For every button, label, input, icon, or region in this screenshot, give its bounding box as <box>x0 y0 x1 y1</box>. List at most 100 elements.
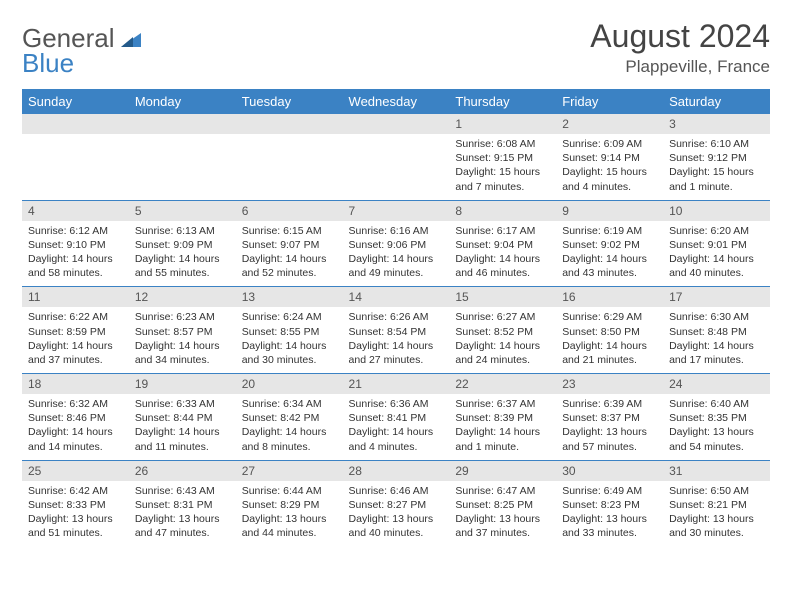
daylight-text: Daylight: 14 hours and 55 minutes. <box>135 252 230 280</box>
day-number <box>129 114 236 134</box>
daylight-text: Daylight: 13 hours and 37 minutes. <box>455 512 550 540</box>
calendar-cell: 22Sunrise: 6:37 AMSunset: 8:39 PMDayligh… <box>449 374 556 461</box>
calendar-cell: 14Sunrise: 6:26 AMSunset: 8:54 PMDayligh… <box>343 287 450 374</box>
title-block: August 2024 Plappeville, France <box>590 18 770 77</box>
sunrise-text: Sunrise: 6:17 AM <box>455 224 550 238</box>
day-details: Sunrise: 6:22 AMSunset: 8:59 PMDaylight:… <box>22 307 129 373</box>
calendar-cell: 18Sunrise: 6:32 AMSunset: 8:46 PMDayligh… <box>22 374 129 461</box>
daylight-text: Daylight: 14 hours and 24 minutes. <box>455 339 550 367</box>
sunset-text: Sunset: 8:37 PM <box>562 411 657 425</box>
calendar-body: 1Sunrise: 6:08 AMSunset: 9:15 PMDaylight… <box>22 114 770 546</box>
sunrise-text: Sunrise: 6:47 AM <box>455 484 550 498</box>
sunset-text: Sunset: 8:39 PM <box>455 411 550 425</box>
calendar-cell: 24Sunrise: 6:40 AMSunset: 8:35 PMDayligh… <box>663 374 770 461</box>
day-details: Sunrise: 6:44 AMSunset: 8:29 PMDaylight:… <box>236 481 343 547</box>
daylight-text: Daylight: 14 hours and 21 minutes. <box>562 339 657 367</box>
sunset-text: Sunset: 9:04 PM <box>455 238 550 252</box>
daylight-text: Daylight: 14 hours and 17 minutes. <box>669 339 764 367</box>
calendar-cell: 25Sunrise: 6:42 AMSunset: 8:33 PMDayligh… <box>22 460 129 546</box>
day-details: Sunrise: 6:08 AMSunset: 9:15 PMDaylight:… <box>449 134 556 200</box>
dow-tuesday: Tuesday <box>236 89 343 114</box>
day-details: Sunrise: 6:26 AMSunset: 8:54 PMDaylight:… <box>343 307 450 373</box>
calendar-cell: 7Sunrise: 6:16 AMSunset: 9:06 PMDaylight… <box>343 200 450 287</box>
calendar-cell: 20Sunrise: 6:34 AMSunset: 8:42 PMDayligh… <box>236 374 343 461</box>
day-details: Sunrise: 6:37 AMSunset: 8:39 PMDaylight:… <box>449 394 556 460</box>
day-number: 21 <box>343 374 450 394</box>
day-number: 29 <box>449 461 556 481</box>
sunrise-text: Sunrise: 6:20 AM <box>669 224 764 238</box>
sunset-text: Sunset: 8:41 PM <box>349 411 444 425</box>
sunrise-text: Sunrise: 6:26 AM <box>349 310 444 324</box>
daylight-text: Daylight: 13 hours and 40 minutes. <box>349 512 444 540</box>
sunrise-text: Sunrise: 6:33 AM <box>135 397 230 411</box>
dow-friday: Friday <box>556 89 663 114</box>
sunrise-text: Sunrise: 6:16 AM <box>349 224 444 238</box>
daylight-text: Daylight: 13 hours and 54 minutes. <box>669 425 764 453</box>
sunset-text: Sunset: 9:02 PM <box>562 238 657 252</box>
daylight-text: Daylight: 15 hours and 4 minutes. <box>562 165 657 193</box>
dow-monday: Monday <box>129 89 236 114</box>
day-number: 26 <box>129 461 236 481</box>
day-details: Sunrise: 6:24 AMSunset: 8:55 PMDaylight:… <box>236 307 343 373</box>
sunrise-text: Sunrise: 6:32 AM <box>28 397 123 411</box>
sunset-text: Sunset: 8:33 PM <box>28 498 123 512</box>
day-number: 4 <box>22 201 129 221</box>
day-number: 24 <box>663 374 770 394</box>
calendar-cell: 9Sunrise: 6:19 AMSunset: 9:02 PMDaylight… <box>556 200 663 287</box>
day-details: Sunrise: 6:32 AMSunset: 8:46 PMDaylight:… <box>22 394 129 460</box>
sunrise-text: Sunrise: 6:43 AM <box>135 484 230 498</box>
calendar-cell <box>129 114 236 200</box>
brand-logo: GeneralBlue <box>22 18 141 75</box>
sunrise-text: Sunrise: 6:49 AM <box>562 484 657 498</box>
day-number <box>236 114 343 134</box>
daylight-text: Daylight: 14 hours and 58 minutes. <box>28 252 123 280</box>
calendar-cell: 16Sunrise: 6:29 AMSunset: 8:50 PMDayligh… <box>556 287 663 374</box>
calendar-cell: 5Sunrise: 6:13 AMSunset: 9:09 PMDaylight… <box>129 200 236 287</box>
calendar-cell: 21Sunrise: 6:36 AMSunset: 8:41 PMDayligh… <box>343 374 450 461</box>
day-number: 19 <box>129 374 236 394</box>
day-number <box>343 114 450 134</box>
sunset-text: Sunset: 9:12 PM <box>669 151 764 165</box>
sunrise-text: Sunrise: 6:13 AM <box>135 224 230 238</box>
sunset-text: Sunset: 8:48 PM <box>669 325 764 339</box>
day-number: 27 <box>236 461 343 481</box>
sunset-text: Sunset: 8:29 PM <box>242 498 337 512</box>
sunset-text: Sunset: 8:31 PM <box>135 498 230 512</box>
sunset-text: Sunset: 8:52 PM <box>455 325 550 339</box>
daylight-text: Daylight: 15 hours and 7 minutes. <box>455 165 550 193</box>
sunset-text: Sunset: 8:27 PM <box>349 498 444 512</box>
sunset-text: Sunset: 8:44 PM <box>135 411 230 425</box>
calendar-cell: 11Sunrise: 6:22 AMSunset: 8:59 PMDayligh… <box>22 287 129 374</box>
day-details: Sunrise: 6:46 AMSunset: 8:27 PMDaylight:… <box>343 481 450 547</box>
calendar-cell <box>236 114 343 200</box>
month-title: August 2024 <box>590 18 770 55</box>
calendar-cell: 15Sunrise: 6:27 AMSunset: 8:52 PMDayligh… <box>449 287 556 374</box>
sunset-text: Sunset: 8:23 PM <box>562 498 657 512</box>
daylight-text: Daylight: 13 hours and 51 minutes. <box>28 512 123 540</box>
daylight-text: Daylight: 15 hours and 1 minute. <box>669 165 764 193</box>
day-number: 5 <box>129 201 236 221</box>
calendar-cell: 31Sunrise: 6:50 AMSunset: 8:21 PMDayligh… <box>663 460 770 546</box>
sunset-text: Sunset: 8:57 PM <box>135 325 230 339</box>
day-details <box>236 134 343 192</box>
daylight-text: Daylight: 14 hours and 27 minutes. <box>349 339 444 367</box>
day-number: 10 <box>663 201 770 221</box>
day-details: Sunrise: 6:42 AMSunset: 8:33 PMDaylight:… <box>22 481 129 547</box>
daylight-text: Daylight: 14 hours and 34 minutes. <box>135 339 230 367</box>
day-number: 20 <box>236 374 343 394</box>
sunrise-text: Sunrise: 6:10 AM <box>669 137 764 151</box>
brand-part2: Blue <box>22 48 74 78</box>
daylight-text: Daylight: 14 hours and 40 minutes. <box>669 252 764 280</box>
calendar-cell: 12Sunrise: 6:23 AMSunset: 8:57 PMDayligh… <box>129 287 236 374</box>
calendar-week: 18Sunrise: 6:32 AMSunset: 8:46 PMDayligh… <box>22 374 770 461</box>
day-number: 25 <box>22 461 129 481</box>
sunrise-text: Sunrise: 6:40 AM <box>669 397 764 411</box>
sunrise-text: Sunrise: 6:23 AM <box>135 310 230 324</box>
sunset-text: Sunset: 9:15 PM <box>455 151 550 165</box>
sunset-text: Sunset: 9:07 PM <box>242 238 337 252</box>
day-details <box>343 134 450 192</box>
calendar-cell: 3Sunrise: 6:10 AMSunset: 9:12 PMDaylight… <box>663 114 770 200</box>
day-details: Sunrise: 6:12 AMSunset: 9:10 PMDaylight:… <box>22 221 129 287</box>
daylight-text: Daylight: 14 hours and 37 minutes. <box>28 339 123 367</box>
sunset-text: Sunset: 8:55 PM <box>242 325 337 339</box>
